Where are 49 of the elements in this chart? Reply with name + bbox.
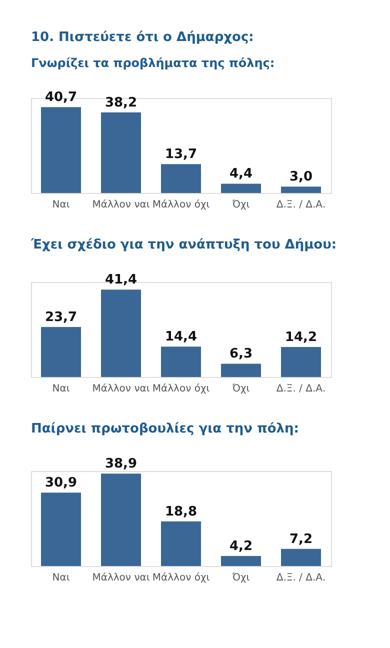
data-label: 41,4 <box>104 272 138 288</box>
x-tick-label: Μάλλον όχι <box>152 200 210 210</box>
data-label: 23,7 <box>44 310 78 325</box>
data-label: 4,4 <box>229 166 253 182</box>
data-label: 3,0 <box>289 170 313 185</box>
data-label: 7,2 <box>289 532 313 547</box>
bar <box>281 186 321 193</box>
x-tick-label: Δ.Ξ. / Δ.Α. <box>276 384 326 394</box>
bar <box>221 556 261 566</box>
x-tick-label: Μάλλον ναι <box>92 384 150 394</box>
bar <box>221 184 261 193</box>
data-label: 18,8 <box>164 504 198 520</box>
bar <box>221 364 261 377</box>
x-tick-label: Δ.Ξ. / Δ.Α. <box>276 200 326 210</box>
chart-title: 10. Πιστεύετε ότι ο Δήμαρχος: <box>31 30 254 46</box>
x-tick-label: Όχι <box>231 384 250 394</box>
bar <box>281 548 321 566</box>
data-label: 4,2 <box>229 539 253 554</box>
x-tick-label: Ναι <box>52 572 70 584</box>
x-tick-label: Όχι <box>231 572 250 584</box>
chart-subtitle: Γνωρίζει τα προβλήματα της πόλης: <box>31 56 275 70</box>
bar <box>161 521 201 566</box>
bar <box>41 492 81 566</box>
data-label: 6,3 <box>229 346 253 362</box>
bar <box>161 346 201 377</box>
x-tick-label: Ναι <box>52 384 70 394</box>
data-label: 40,7 <box>44 90 78 106</box>
data-label: 13,7 <box>164 147 198 162</box>
bar <box>281 347 321 377</box>
data-label: 38,9 <box>104 456 138 472</box>
x-tick-label: Μάλλον ναι <box>92 572 150 584</box>
bar <box>161 164 201 193</box>
bar <box>101 290 141 377</box>
x-tick-label: Όχι <box>231 200 250 210</box>
x-tick-label: Μάλλον όχι <box>152 572 210 584</box>
data-label: 14,4 <box>164 330 198 345</box>
x-tick-label: Μάλλον όχι <box>152 384 210 394</box>
bar <box>101 112 141 193</box>
data-label: 30,9 <box>44 476 78 491</box>
data-label: 14,2 <box>284 330 318 346</box>
x-tick-label: Ναι <box>52 200 70 210</box>
data-label: 38,2 <box>104 95 138 110</box>
bar <box>41 107 81 193</box>
chart-title: Έχει σχέδιο για την ανάπτυξη του Δήμου: <box>30 238 337 253</box>
x-tick-label: Δ.Ξ. / Δ.Α. <box>276 572 326 584</box>
bar <box>101 474 141 566</box>
x-tick-label: Μάλλον ναι <box>92 200 150 210</box>
bar <box>41 326 81 377</box>
chart-title: Παίρνει πρωτοβουλίες για την πόλη: <box>31 422 299 437</box>
